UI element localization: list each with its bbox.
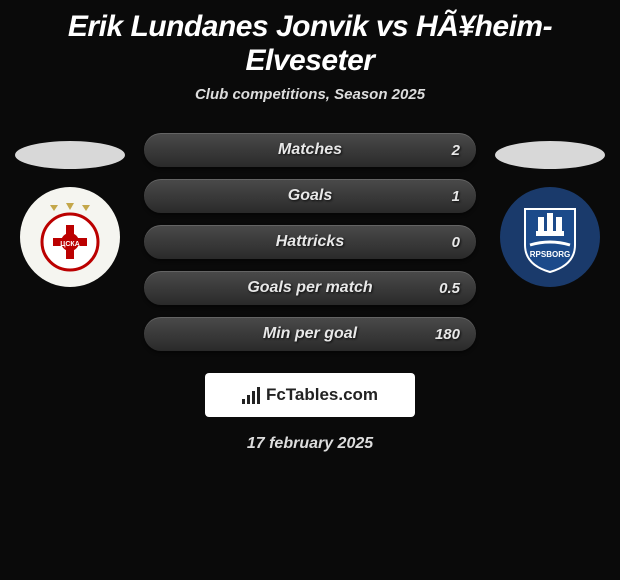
chart-icon: [242, 386, 260, 404]
stat-value: 0: [452, 234, 460, 251]
stat-value: 2: [452, 142, 460, 159]
stats-column: Matches 2 Goals 1 Hattricks 0 Goals per …: [140, 133, 480, 351]
right-column: RPSBORG: [490, 133, 610, 287]
svg-text:RPSBORG: RPSBORG: [530, 250, 570, 259]
stat-row-mpg: Min per goal 180: [144, 317, 476, 351]
brand-logo[interactable]: FcTables.com: [205, 373, 415, 417]
stat-row-hattricks: Hattricks 0: [144, 225, 476, 259]
cska-badge-icon: ЦСКА: [30, 197, 110, 277]
stat-row-matches: Matches 2: [144, 133, 476, 167]
stat-label: Matches: [278, 141, 342, 159]
stat-label: Min per goal: [263, 325, 357, 343]
page-title: Erik Lundanes Jonvik vs HÃ¥heim-Elvesete…: [10, 0, 610, 86]
svg-text:ЦСКА: ЦСКА: [60, 241, 80, 248]
main-row: ЦСКА Matches 2 Goals 1 Hattricks 0 Goals…: [10, 133, 610, 351]
date-text: 17 february 2025: [10, 435, 610, 453]
brand-text: FcTables.com: [266, 385, 378, 405]
right-name-oval: [495, 141, 605, 169]
stat-label: Hattricks: [276, 233, 344, 251]
comparison-widget: Erik Lundanes Jonvik vs HÃ¥heim-Elvesete…: [0, 0, 620, 453]
stat-value: 1: [452, 188, 460, 205]
sarpsborg-badge-icon: RPSBORG: [510, 197, 590, 277]
subtitle: Club competitions, Season 2025: [10, 86, 610, 103]
left-club-badge: ЦСКА: [20, 187, 120, 287]
stat-row-goals: Goals 1: [144, 179, 476, 213]
stat-label: Goals per match: [247, 279, 372, 297]
stat-row-gpm: Goals per match 0.5: [144, 271, 476, 305]
left-column: ЦСКА: [10, 133, 130, 287]
stat-label: Goals: [288, 187, 332, 205]
stat-value: 0.5: [439, 280, 460, 297]
stat-value: 180: [435, 326, 460, 343]
left-name-oval: [15, 141, 125, 169]
right-club-badge: RPSBORG: [500, 187, 600, 287]
